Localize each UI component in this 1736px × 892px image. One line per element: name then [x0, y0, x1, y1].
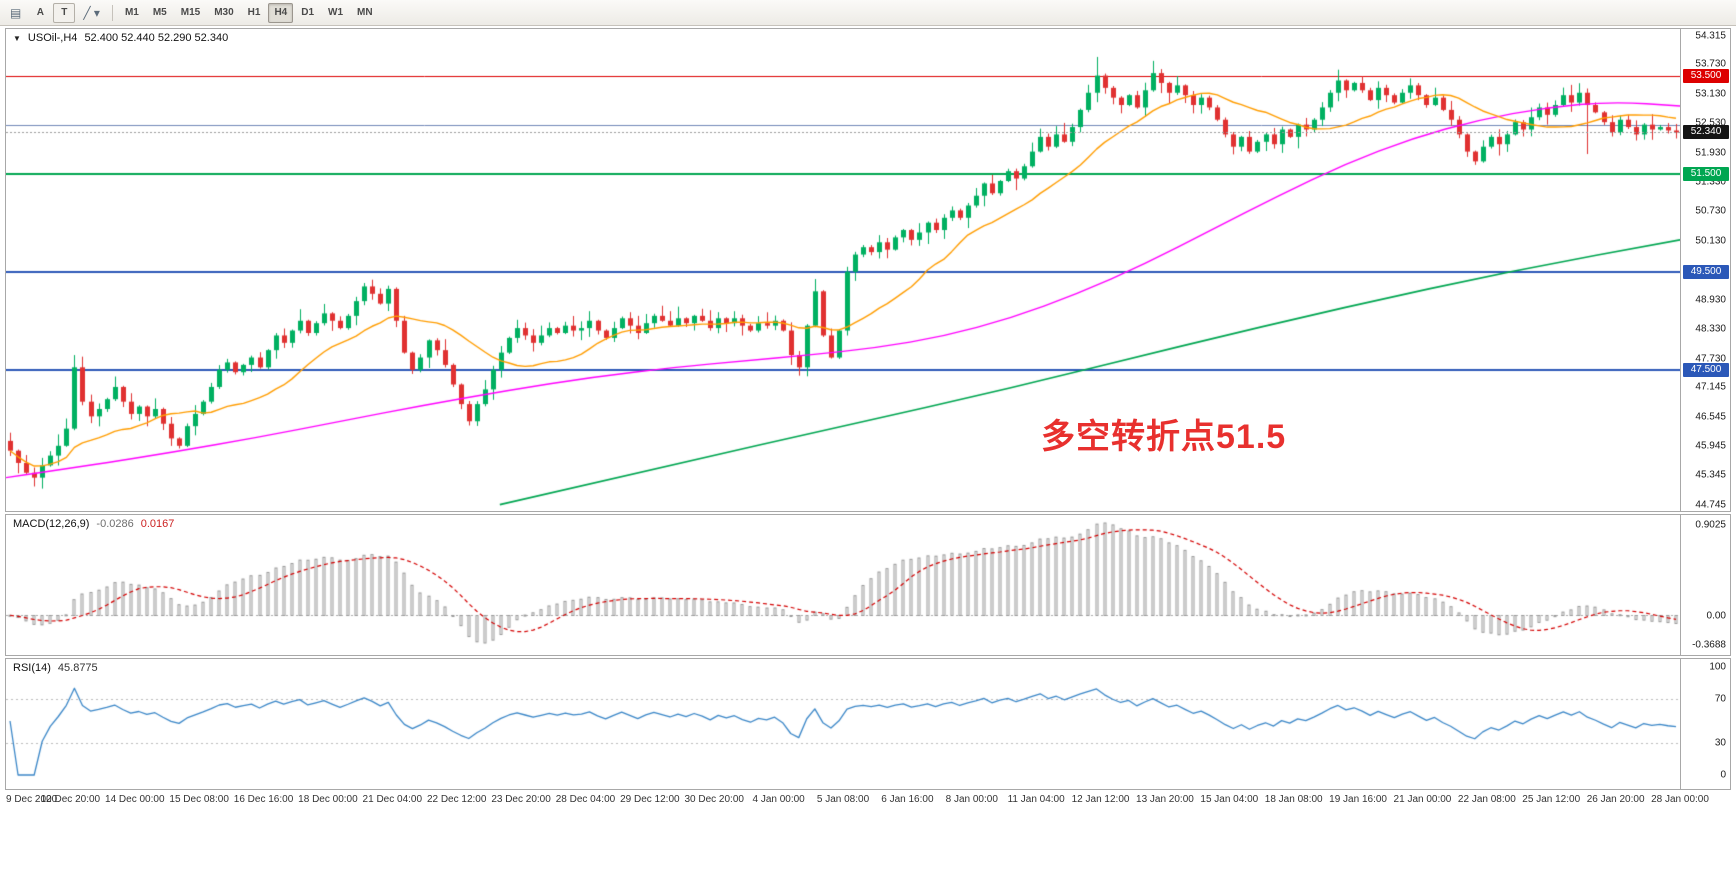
symbol-timeframe-label: USOil-,H4 [27, 32, 78, 44]
text-tool-button[interactable]: T [53, 2, 76, 23]
axis-tick-label: 0.00 [1706, 610, 1726, 621]
axis-tick-label: 54.315 [1695, 30, 1726, 42]
time-label: 28 Jan 00:00 [1651, 794, 1709, 805]
rsi-title: RSI(14) 45.8775 [13, 662, 98, 674]
axis-tick-label: 53.730 [1695, 58, 1726, 70]
time-label: 18 Dec 00:00 [298, 794, 358, 805]
axis-tick-label: -0.3688 [1692, 639, 1726, 651]
price-badge: 47.500 [1683, 362, 1729, 377]
time-label: 26 Jan 20:00 [1586, 794, 1645, 805]
time-label: 28 Dec 04:00 [555, 794, 616, 805]
rsi-label: RSI(14) [13, 662, 51, 674]
macd-title: MACD(12,26,9) -0.0286 0.0167 [13, 518, 174, 530]
time-axis: 9 Dec 2020 10 Dec 20:00 14 Dec 00:00 15 Dec… [5, 790, 1731, 810]
time-label: 11 Jan 04:00 [1007, 794, 1065, 805]
time-label: 6 Jan 16:00 [881, 794, 934, 805]
time-label: 23 Dec 20:00 [491, 794, 551, 805]
price-badge: 53.500 [1683, 68, 1729, 83]
timeframe-button-h4[interactable]: H4 [268, 2, 294, 23]
axis-tick-label: 48.330 [1695, 323, 1726, 335]
collapse-chart-icon[interactable]: ▼ [13, 33, 21, 43]
time-label: 19 Jan 16:00 [1329, 794, 1387, 805]
time-label: 29 Dec 12:00 [620, 794, 680, 805]
time-label: 13 Jan 20:00 [1136, 794, 1194, 805]
time-label: 9 Dec 2020 [6, 794, 58, 805]
axis-tick-label: 46.545 [1695, 411, 1726, 423]
time-label: 5 Jan 08:00 [816, 794, 870, 805]
axis-tick-label: 0 [1720, 769, 1726, 781]
trendline-tool-button[interactable]: ╱ ▾ [83, 5, 100, 20]
axis-tick-label: 45.345 [1695, 469, 1726, 481]
macd-value-main: -0.0286 [96, 518, 134, 530]
axis-tick-label: 51.330 [1695, 176, 1726, 188]
time-label: 30 Dec 20:00 [684, 794, 744, 805]
time-label: 8 Jan 00:00 [945, 794, 998, 805]
time-label: 15 Dec 08:00 [169, 794, 229, 805]
axis-tick-label: 100 [1709, 661, 1726, 673]
chart-window-icon[interactable]: ▤ [10, 5, 22, 20]
toolbar: ▤ A T ╱ ▾ M1 M5 M15 M30 H1 H4 D1 W1 MN [0, 0, 1736, 26]
time-label: 21 Jan 00:00 [1393, 794, 1452, 805]
price-badge: 52.340 [1683, 125, 1729, 140]
macd-value-signal: 0.0167 [140, 518, 175, 530]
axis-tick-label: 48.930 [1695, 294, 1726, 306]
main-chart-panel: ▼ USOil-,H4 52.400 52.440 52.290 52.340 … [5, 28, 1731, 512]
chart-annotation: 多空转折点51.5 [1041, 418, 1287, 456]
axis-tick-label: 47.730 [1695, 353, 1726, 364]
axis-tick-label: 50.730 [1695, 205, 1726, 217]
axis-tick-label: 70 [1714, 693, 1726, 705]
ohlc-values: 52.400 52.440 52.290 52.340 [84, 32, 229, 44]
axis-tick-label: 52.530 [1695, 117, 1726, 129]
rsi-value: 45.8775 [57, 662, 98, 674]
time-label: 15 Jan 04:00 [1200, 794, 1259, 805]
macd-canvas[interactable] [6, 515, 1680, 655]
axis-tick-label: 30 [1714, 737, 1726, 749]
time-label: 4 Jan 00:00 [752, 794, 805, 805]
timeframe-button-m30[interactable]: M30 [214, 7, 234, 18]
rsi-canvas[interactable] [6, 659, 1680, 789]
axis-tick-label: 44.745 [1695, 499, 1726, 511]
time-label: 21 Dec 04:00 [362, 794, 423, 805]
rsi-axis: 100 70 30 0 [1680, 659, 1730, 789]
rsi-panel: RSI(14) 45.8775 100 70 30 0 [5, 658, 1731, 790]
time-label: 22 Dec 12:00 [426, 794, 487, 805]
timeframe-button-d1[interactable]: D1 [301, 7, 315, 18]
macd-axis: 0.9025 0.00 -0.3688 [1680, 515, 1730, 655]
time-label: 22 Jan 08:00 [1457, 794, 1516, 805]
price-badge: 51.500 [1683, 166, 1729, 181]
timeframe-button-m1[interactable]: M1 [124, 7, 139, 18]
timeframe-button-w1[interactable]: W1 [328, 7, 344, 18]
arrow-tool-button[interactable]: A [36, 7, 44, 18]
time-label: 10 Dec 20:00 [40, 794, 101, 805]
axis-tick-label: 47.145 [1695, 381, 1726, 393]
chart-title: ▼ USOil-,H4 52.400 52.440 52.290 52.340 [13, 32, 228, 44]
price-badge: 49.500 [1683, 264, 1729, 279]
time-label: 14 Dec 00:00 [105, 794, 165, 805]
time-label: 25 Jan 12:00 [1522, 794, 1581, 805]
timeframe-button-mn[interactable]: MN [357, 7, 373, 18]
macd-label: MACD(12,26,9) [13, 518, 90, 530]
axis-tick-label: 53.130 [1695, 88, 1726, 100]
axis-tick-label: 51.930 [1695, 147, 1726, 159]
price-axis: 54.315 53.730 53.130 52.530 51.930 51.330 50.7… [1680, 29, 1730, 511]
time-label: 18 Jan 08:00 [1264, 794, 1323, 805]
axis-tick-label: 45.945 [1695, 440, 1726, 452]
price-chart-canvas[interactable] [6, 29, 1680, 511]
axis-tick-label: 0.9025 [1695, 519, 1726, 531]
toolbar-separator [111, 4, 113, 21]
timeframe-button-h1[interactable]: H1 [247, 7, 261, 18]
time-label: 12 Jan 12:00 [1071, 794, 1130, 805]
timeframe-button-m5[interactable]: M5 [152, 7, 167, 18]
macd-panel: MACD(12,26,9) -0.0286 0.0167 0.9025 0.00 -… [5, 514, 1731, 656]
timeframe-button-m15[interactable]: M15 [180, 7, 201, 18]
time-label: 16 Dec 16:00 [233, 794, 294, 805]
axis-tick-label: 50.130 [1695, 235, 1726, 247]
